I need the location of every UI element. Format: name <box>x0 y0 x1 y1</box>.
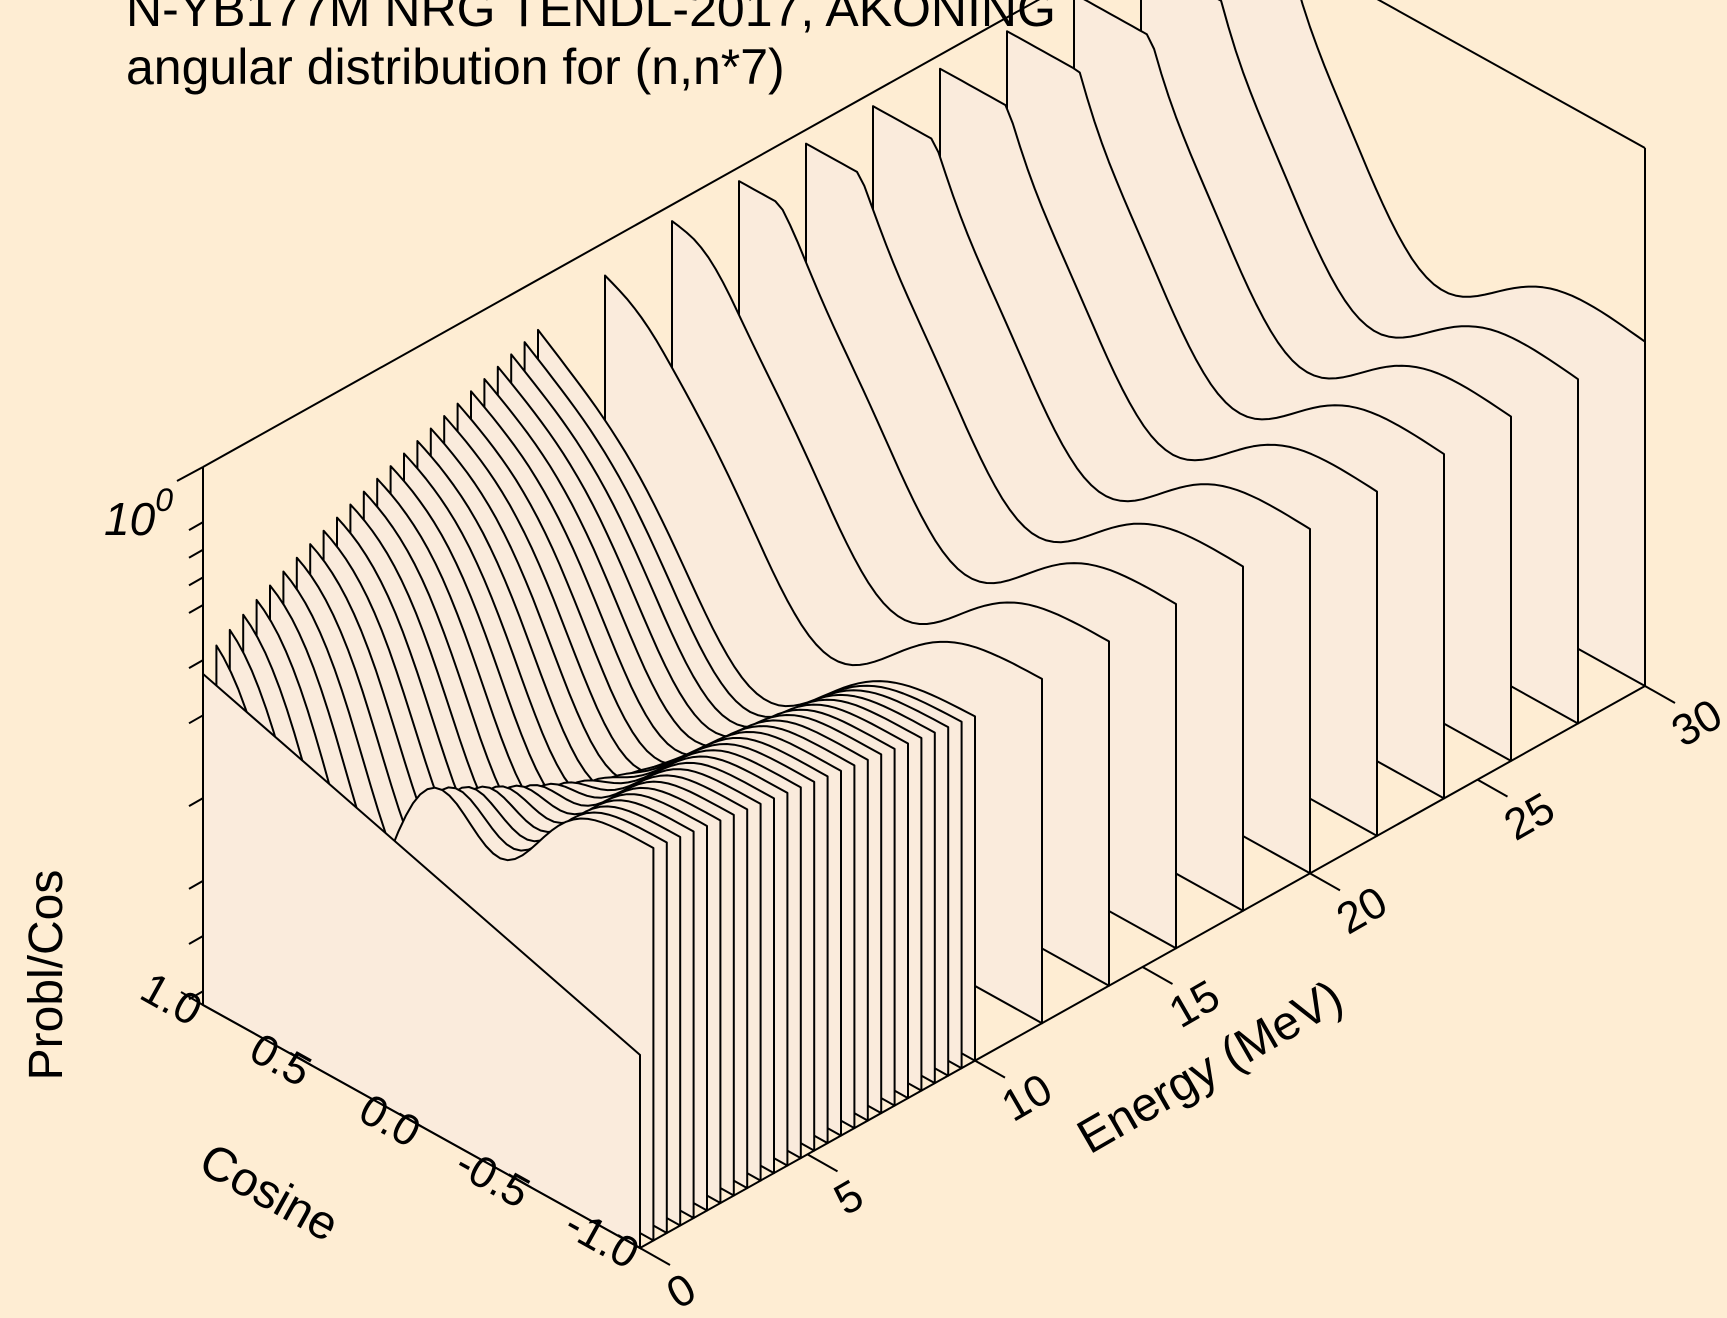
z-tick <box>188 879 204 890</box>
series-curves <box>202 0 1646 1250</box>
energy-tick-label: 10 <box>994 1064 1061 1131</box>
z-tick <box>188 797 204 807</box>
box-top-right-edge <box>1376 0 1646 149</box>
energy-tick <box>1309 872 1341 892</box>
z-tick <box>188 990 204 1001</box>
cosine-axis-title: Cosine <box>191 1134 347 1253</box>
z-tick <box>188 714 204 725</box>
cosine-tick <box>617 1234 641 1249</box>
z-tick <box>188 604 204 614</box>
z-tick <box>188 576 204 587</box>
cosine-tick <box>398 1112 423 1128</box>
z-tick <box>188 935 204 945</box>
energy-tick <box>639 1247 671 1266</box>
energy-tick <box>974 1059 1006 1079</box>
cosine-tick <box>508 1173 532 1189</box>
energy-tick <box>807 1153 838 1173</box>
chart-title-line-1: N-YB177M NRG TENDL-2017, AKONING <box>126 0 1056 37</box>
z-tick <box>188 659 204 669</box>
axes: 1.00.50.0-0.5-1.0Cosine051015202530Energ… <box>20 466 1727 1318</box>
energy-tick-label: 20 <box>1329 877 1396 944</box>
cosine-tick-label: 1.0 <box>133 963 210 1036</box>
z-tick-label: 100 <box>104 482 173 545</box>
z-tick <box>188 521 204 532</box>
z-tick <box>188 548 204 559</box>
box-top-back-edge <box>202 0 1041 468</box>
energy-tick <box>1142 966 1173 985</box>
energy-tick-label: 5 <box>826 1170 872 1225</box>
energy-tick-label: 25 <box>1496 783 1563 850</box>
energy-tick <box>1477 778 1508 798</box>
z-major-tick <box>176 466 204 482</box>
z-axis-title: Probl/Cos <box>20 870 73 1081</box>
chart-title-line-2: angular distribution for (n,n*7) <box>126 39 785 95</box>
energy-tick-label: 0 <box>659 1264 705 1318</box>
energy-tick-label: 15 <box>1161 971 1228 1038</box>
cosine-tick <box>289 1051 313 1067</box>
energy-tick <box>1644 685 1676 704</box>
energy-tick-label: 30 <box>1664 690 1727 757</box>
